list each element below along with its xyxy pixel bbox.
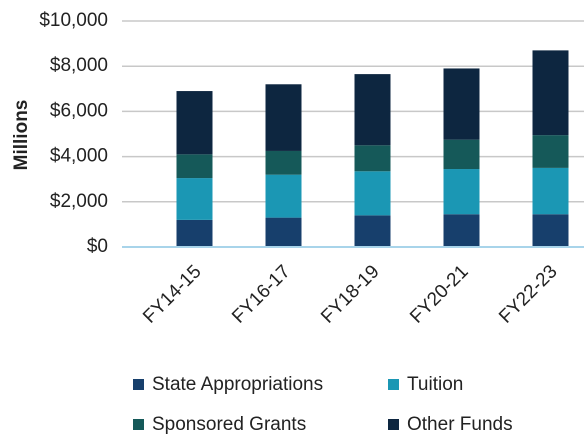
y-tick-label: $4,000 — [50, 146, 108, 167]
bar-segment — [532, 167, 569, 215]
legend-label: Other Funds — [407, 414, 513, 435]
bar-segment — [176, 178, 213, 220]
legend-swatch — [388, 379, 399, 390]
legend-swatch — [133, 419, 144, 430]
x-tick-label: FY18-19 — [317, 261, 383, 327]
y-tick-label: $10,000 — [39, 10, 108, 31]
x-tick-label: FY16-17 — [228, 261, 294, 327]
bar-segment — [354, 215, 391, 247]
bar-segment — [265, 150, 302, 175]
bar-segment — [265, 174, 302, 218]
bar-segment — [354, 171, 391, 216]
x-tick-label: FY14-15 — [139, 261, 205, 327]
y-tick-label: $6,000 — [50, 100, 108, 121]
bar-segment — [354, 145, 391, 172]
bar-segment — [176, 91, 213, 155]
bar-segment — [443, 214, 480, 247]
y-tick-label: $2,000 — [50, 191, 108, 212]
y-tick-label: $0 — [87, 236, 108, 257]
y-axis-label: Millions — [11, 100, 32, 171]
legend-swatch — [133, 379, 144, 390]
bar-segment — [265, 84, 302, 151]
bar-segment — [532, 135, 569, 168]
bar-segment — [265, 217, 302, 247]
bar-segment — [443, 139, 480, 170]
legend-label: Tuition — [407, 374, 463, 395]
legend-label: State Appropriations — [152, 374, 323, 395]
bar-segment — [354, 74, 391, 146]
bar-segment — [176, 154, 213, 179]
legend-label: Sponsored Grants — [152, 414, 306, 435]
bar-segment — [532, 214, 569, 247]
bar-segment — [176, 219, 213, 247]
bar-segment — [443, 169, 480, 215]
y-tick-label: $8,000 — [50, 55, 108, 76]
bar-segment — [532, 50, 569, 136]
bar-segment — [443, 68, 480, 140]
x-tick-label: FY22-23 — [495, 261, 561, 327]
legend-swatch — [388, 419, 399, 430]
x-tick-label: FY20-21 — [406, 261, 472, 327]
